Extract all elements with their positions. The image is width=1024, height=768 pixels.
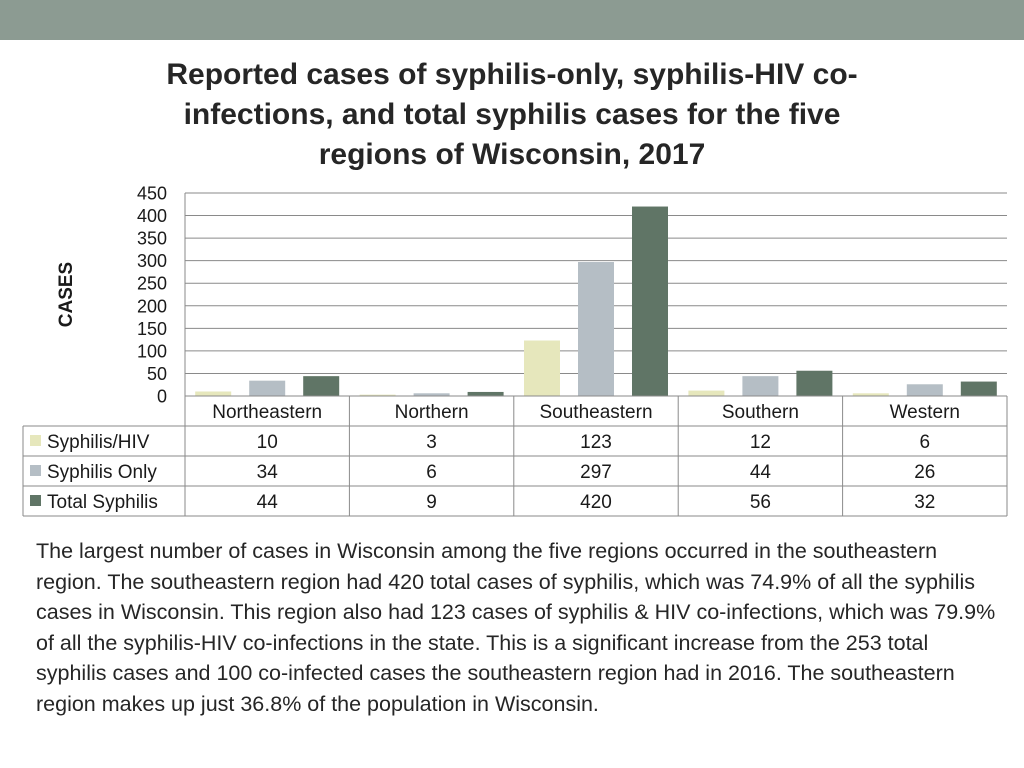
y-tick-label: 450 [137,184,167,204]
data-label: 44 [750,462,772,483]
legend-swatch [30,435,41,446]
y-tick-label: 350 [137,229,167,249]
chart-title: Reported cases of syphilis-only, syphili… [166,58,858,171]
y-tick-label: 250 [137,274,167,294]
y-tick-label: 400 [137,206,167,226]
legend-swatch [30,465,41,476]
data-label: 297 [580,462,612,483]
data-label: 6 [920,432,931,453]
bar [688,390,725,396]
x-category-label: Northern [395,402,469,423]
data-label: 10 [257,432,278,453]
data-label: 9 [426,492,437,513]
data-label: 3 [426,432,437,453]
y-tick-label: 200 [137,296,167,316]
x-category-label: Western [890,402,960,423]
y-tick-label: 150 [137,319,167,339]
legend-label: Syphilis Only [47,462,157,483]
bar [632,206,668,396]
bar [467,391,504,396]
data-label: 34 [257,462,279,483]
y-tick-label: 300 [137,251,167,271]
bar [524,340,560,396]
bar [796,370,833,396]
legend-label: Syphilis/HIV [47,432,150,453]
legend-swatch [30,495,41,506]
bar [195,391,232,396]
data-label: 32 [914,492,935,513]
data-label: 123 [580,432,612,453]
x-category-label: Southern [722,402,799,423]
data-label: 12 [750,432,771,453]
bar [359,394,396,396]
bar [852,393,889,396]
data-label: 6 [426,462,437,483]
y-tick-label: 0 [157,387,167,407]
y-tick-label: 50 [147,364,167,384]
data-label: 56 [750,492,771,513]
data-label: 26 [914,462,935,483]
bar [413,393,450,396]
y-axis-label: CASES [56,262,77,327]
bar [742,376,779,396]
bar [960,381,997,396]
bar [249,380,286,396]
bar [906,384,943,396]
x-category-label: Southeastern [539,402,652,423]
data-label: 44 [257,492,279,513]
bar [578,262,614,396]
bar [303,376,340,396]
data-label: 420 [580,492,612,513]
x-category-label: Northeastern [212,402,322,423]
y-tick-label: 100 [137,341,167,361]
top-band [0,0,1024,40]
legend-label: Total Syphilis [47,492,158,513]
summary-paragraph: The largest number of cases in Wisconsin… [36,539,996,716]
